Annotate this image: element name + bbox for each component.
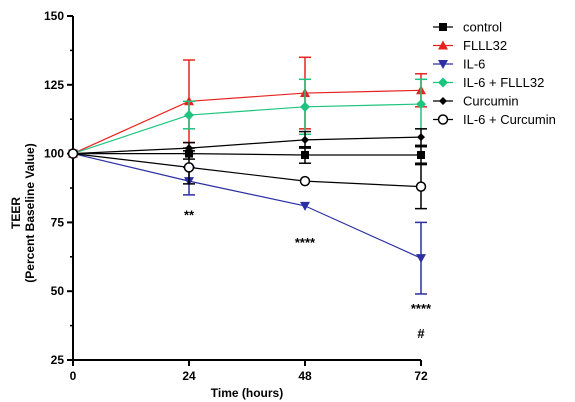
- y-tick-label-75: 75: [51, 215, 65, 229]
- x-axis-title: Time (hours): [211, 386, 283, 400]
- legend-marker-curcumin: [439, 97, 447, 105]
- series-line-control: [73, 153, 421, 156]
- data-point-control: [301, 150, 309, 159]
- x-tick-label-24: 24: [182, 369, 196, 383]
- legend-entry-control: control: [433, 20, 502, 35]
- series-line-curcumin: [72, 136, 422, 155]
- legend: control FLLL32 IL-6 IL-6 + FLLL32 Curcumin IL…: [433, 20, 556, 127]
- annotations: **********#: [184, 208, 432, 341]
- data-point-il-6: [300, 201, 310, 211]
- x-axis-ticks: 0 24 48 72: [70, 360, 428, 383]
- legend-entry-flll32: FLLL32: [433, 38, 507, 53]
- y-tick-label-125: 125: [44, 78, 64, 92]
- legend-label-control: control: [463, 20, 502, 35]
- legend-entry-il-6-flll32: IL-6 + FLLL32: [433, 75, 544, 90]
- series-il-6: [68, 149, 427, 295]
- legend-label-il-6-curcumin: IL-6 + Curcumin: [463, 112, 556, 127]
- data-point-il-6-flll32: [184, 110, 194, 121]
- series-control: [69, 145, 427, 164]
- y-axis-title: TEER (Percent Baseline Value): [9, 143, 37, 282]
- x-tick-label-48: 48: [298, 369, 312, 383]
- legend-marker-control: [439, 23, 447, 31]
- significance-annotation: ****: [411, 301, 432, 316]
- series-layer: [67, 56, 427, 295]
- y-axis-ticks: 25 50 75 100 125 150: [44, 9, 73, 367]
- data-point-curcumin: [417, 133, 425, 142]
- y-tick-label-25: 25: [51, 353, 65, 367]
- legend-marker-il-6: [438, 60, 448, 69]
- series-flll32: [68, 56, 427, 158]
- legend-entry-il-6: IL-6: [433, 57, 485, 72]
- legend-entry-curcumin: Curcumin: [433, 94, 519, 109]
- y-tick-label-100: 100: [44, 147, 64, 161]
- significance-annotation: ****: [295, 235, 316, 250]
- series-line-il-6: [72, 153, 422, 259]
- legend-label-il-6-flll32: IL-6 + FLLL32: [463, 75, 544, 90]
- data-point-curcumin: [185, 144, 193, 153]
- data-point-il-6-curcumin: [67, 148, 79, 159]
- legend-marker-il-6-curcumin: [437, 114, 449, 125]
- series-line-flll32: [72, 89, 422, 155]
- data-point-il-6-curcumin: [415, 181, 427, 192]
- data-point-il-6-flll32: [416, 99, 426, 110]
- legend-label-flll32: FLLL32: [463, 38, 507, 53]
- data-point-control: [417, 150, 425, 159]
- series-line-il-6-curcumin: [72, 153, 422, 188]
- significance-annotation: **: [184, 208, 195, 223]
- series-line-il-6-flll32: [72, 103, 422, 155]
- legend-label-curcumin: Curcumin: [463, 94, 519, 109]
- y-axis-title-sub: (Percent Baseline Value): [23, 143, 37, 282]
- axes: 25 50 75 100 125 150 0 24 48 72: [44, 9, 428, 383]
- y-tick-label-150: 150: [44, 9, 64, 23]
- series-il-6-curcumin: [67, 148, 427, 210]
- x-tick-label-0: 0: [70, 369, 77, 383]
- legend-entry-il-6-curcumin: IL-6 + Curcumin: [433, 112, 556, 127]
- data-point-il-6: [416, 254, 426, 264]
- significance-annotation: #: [417, 326, 425, 341]
- data-point-il-6-curcumin: [183, 162, 195, 173]
- y-tick-label-50: 50: [51, 284, 65, 298]
- x-tick-label-72: 72: [414, 369, 428, 383]
- legend-marker-il-6-flll32: [438, 77, 448, 88]
- y-axis-title-main: TEER: [9, 197, 23, 229]
- legend-label-il-6: IL-6: [463, 57, 485, 72]
- legend-marker-flll32: [438, 40, 448, 50]
- data-point-il-6-curcumin: [299, 175, 311, 187]
- data-point-il-6-flll32: [300, 101, 310, 112]
- data-point-curcumin: [301, 135, 309, 144]
